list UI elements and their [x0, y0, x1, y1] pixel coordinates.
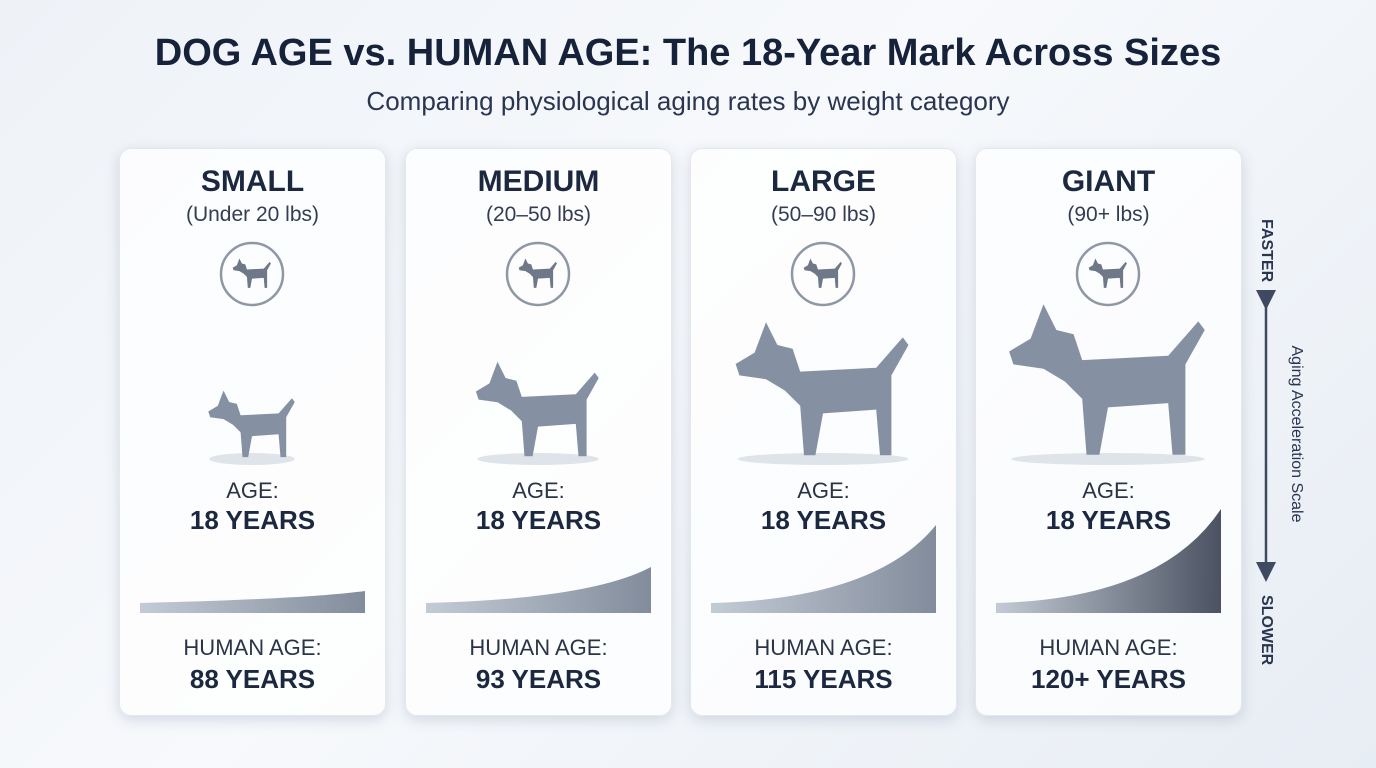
card-weight: (90+ lbs)	[1067, 203, 1150, 226]
dog-shadow	[477, 453, 599, 465]
dog-silhouette	[475, 361, 599, 457]
card-human-label: HUMAN AGE:	[754, 635, 893, 660]
card-human-label: HUMAN AGE:	[183, 635, 322, 660]
dog-shadow	[1011, 453, 1205, 465]
aging-ramp	[426, 567, 651, 613]
card-age-label: AGE:	[512, 478, 565, 503]
card-human-age: 115 YEARS	[754, 664, 893, 694]
card-art	[996, 241, 1221, 613]
subtitle: Comparing physiological aging rates by w…	[366, 86, 1010, 116]
card-human-label: HUMAN AGE:	[469, 635, 608, 660]
card-human-age: 88 YEARS	[189, 664, 316, 694]
aging-ramp	[140, 591, 365, 613]
icon-ring	[790, 241, 856, 307]
dog-shadow	[209, 453, 295, 465]
aging-ramp	[711, 525, 936, 613]
icon-ring	[219, 241, 285, 307]
card-art	[711, 241, 936, 613]
scale-bottom: SLOWER	[1258, 595, 1275, 666]
icon-dog	[1088, 258, 1127, 288]
icon-dog	[803, 258, 842, 288]
dog-silhouette	[735, 322, 909, 456]
card-age: 18 YEARS	[760, 505, 887, 535]
card-age-label: AGE:	[1082, 478, 1135, 503]
card-age: 18 YEARS	[475, 505, 602, 535]
card-human-age: 120+ YEARS	[1031, 664, 1186, 694]
card-weight: (Under 20 lbs)	[185, 203, 320, 226]
card: MEDIUM (20–50 lbs) AGE: 18 YEARS HUMAN AGE: 9…	[405, 148, 672, 716]
dog-silhouette	[1009, 304, 1205, 455]
card-age-label: AGE:	[797, 478, 850, 503]
aging-ramp	[996, 509, 1221, 613]
icon-ring	[1075, 241, 1141, 307]
dog-silhouette	[208, 390, 295, 458]
card: GIANT (90+ lbs) AGE: 18 YEARS HUMAN AGE: 120+…	[975, 148, 1242, 716]
card-art	[140, 241, 365, 613]
card: SMALL (Under 20 lbs) AGE: 18 YEARS HUMAN AGE…	[119, 148, 386, 716]
card-human-label: HUMAN AGE:	[1039, 635, 1178, 660]
dog-shadow	[737, 453, 909, 465]
icon-ring	[505, 241, 571, 307]
card-age: 18 YEARS	[189, 505, 316, 535]
scale-top: FASTER	[1258, 219, 1275, 283]
scale-label: Aging Acceleration Scale	[1288, 345, 1305, 523]
card-human-age: 93 YEARS	[475, 664, 602, 694]
card-age: 18 YEARS	[1045, 505, 1172, 535]
icon-dog	[518, 258, 557, 288]
card-weight: (20–50 lbs)	[485, 203, 592, 226]
card-size: GIANT	[1061, 165, 1156, 198]
icon-dog	[232, 258, 271, 288]
card-size: MEDIUM	[477, 165, 600, 198]
card-art	[426, 241, 651, 613]
title: DOG AGE vs. HUMAN AGE: The 18-Year Mark …	[154, 32, 1222, 74]
card-size: SMALL	[200, 165, 305, 198]
card-size: LARGE	[771, 165, 876, 198]
card: LARGE (50–90 lbs) AGE: 18 YEARS HUMAN AGE: 11…	[690, 148, 957, 716]
card-age-label: AGE:	[226, 478, 279, 503]
card-weight: (50–90 lbs)	[770, 203, 877, 226]
